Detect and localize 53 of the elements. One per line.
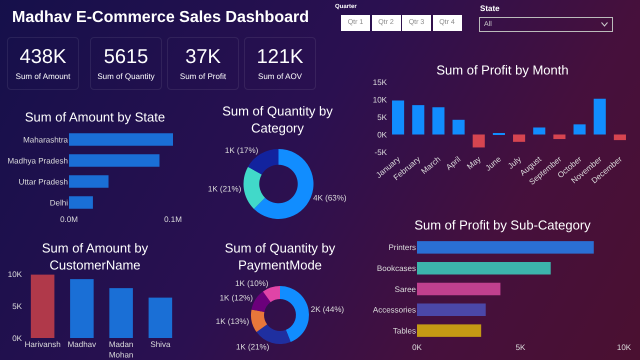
y-tick-label: Accessories (372, 306, 416, 315)
data-label: 4K (63%) (313, 193, 347, 202)
x-tick-label: June (484, 154, 504, 173)
chart-title: Sum of Amount by CustomerName (42, 240, 149, 272)
x-tick-label: July (506, 154, 523, 171)
y-tick-label: Madhya Pradesh (8, 156, 68, 166)
text: 121K (256, 46, 304, 69)
y-tick-label: Saree (394, 284, 417, 294)
chart-title: Sum of Profit by Month (436, 62, 569, 78)
y-tick-label: Bookcases (376, 264, 416, 273)
y-tick-label: Uttar Pradesh (18, 177, 68, 186)
x-tick-label: 10K (616, 343, 632, 352)
chart-title: Sum of Quantity by Category (222, 104, 334, 136)
y-tick-label: 0K (377, 130, 388, 140)
data-label: 1K (13%) (216, 317, 250, 326)
data-label: 2K (44%) (310, 304, 344, 314)
chart-title: Sum of Quantity by PaymentMode (224, 240, 336, 272)
x-tick-label: 0.1M (164, 215, 182, 224)
text: 37K (184, 46, 222, 69)
text: Madhav E-Commerce Sales Dashboard (12, 9, 309, 27)
x-tick-label: May (465, 154, 483, 172)
y-tick-label: 5K (12, 302, 23, 311)
chart-title: Sum of Profit by Sub-Category (414, 218, 592, 233)
text: Sum of Quantity (96, 72, 156, 81)
data-label: 1K (17%) (224, 146, 259, 155)
x-tick-label: 0.0M (60, 215, 78, 224)
y-tick-label: 10K (8, 270, 23, 279)
y-tick-label: Maharashtra (23, 135, 69, 144)
x-tick-label: Madhav (68, 340, 96, 349)
text: Sum of Amount (14, 72, 72, 81)
text: 438K (18, 46, 68, 69)
y-tick-label: Printers (388, 243, 416, 252)
data-label: 1K (21%) (236, 342, 270, 352)
y-tick-label: 0K (12, 334, 23, 343)
x-tick-label: 0K (412, 343, 423, 352)
text: Sum of AOV (256, 72, 304, 81)
y-tick-label: Delhi (50, 198, 68, 208)
chart-title: Sum of Amount by State (24, 110, 166, 125)
y-tick-label: -5K (374, 148, 388, 157)
y-tick-label: 10K (372, 95, 388, 104)
data-label: 1K (10%) (235, 278, 269, 288)
y-tick-label: 15K (372, 78, 388, 87)
x-tick-label: Harivansh (24, 340, 61, 349)
y-tick-label: Tables (392, 326, 416, 336)
text: Sum of Profit (178, 72, 228, 81)
data-label: 1K (12%) (220, 294, 254, 303)
text: 5615 (102, 46, 150, 69)
data-label: 1K (21%) (208, 184, 242, 194)
x-tick-label: Shiva (150, 340, 171, 349)
text: State (480, 4, 500, 13)
y-tick-label: 5K (377, 112, 388, 122)
x-tick-label: Madan Mohan (108, 340, 134, 360)
x-tick-label: 5K (516, 343, 526, 352)
